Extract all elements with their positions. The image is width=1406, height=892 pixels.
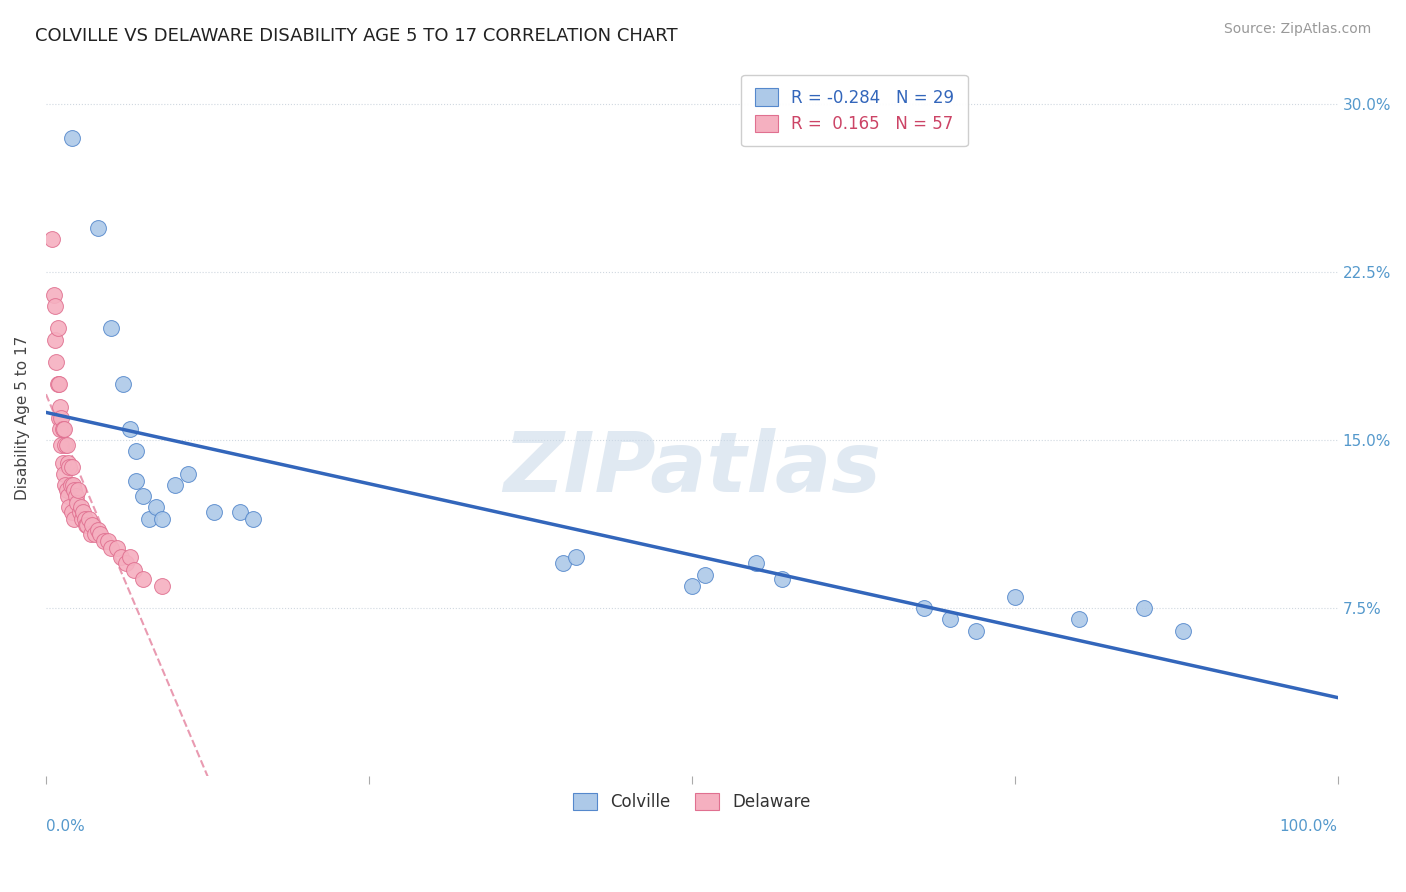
Point — [564, 549, 586, 564]
Point — [118, 549, 141, 564]
Point — [63, 483, 86, 497]
Point — [60, 131, 83, 145]
Point — [82, 518, 104, 533]
Point — [75, 518, 97, 533]
Point — [63, 511, 86, 525]
Text: COLVILLE VS DELAWARE DISABILITY AGE 5 TO 17 CORRELATION CHART: COLVILLE VS DELAWARE DISABILITY AGE 5 TO… — [35, 27, 678, 45]
Point — [100, 541, 122, 555]
Point — [70, 500, 93, 515]
Point — [1069, 612, 1091, 626]
Point — [551, 557, 574, 571]
Point — [228, 505, 250, 519]
Point — [125, 444, 148, 458]
Point — [122, 563, 145, 577]
Point — [42, 287, 65, 301]
Point — [115, 557, 138, 571]
Point — [1004, 590, 1026, 604]
Point — [177, 467, 200, 481]
Point — [138, 511, 160, 525]
Point — [912, 601, 935, 615]
Point — [53, 438, 76, 452]
Point — [202, 505, 225, 519]
Point — [125, 474, 148, 488]
Text: 0.0%: 0.0% — [46, 819, 84, 834]
Point — [44, 333, 66, 347]
Point — [52, 422, 75, 436]
Y-axis label: Disability Age 5 to 17: Disability Age 5 to 17 — [15, 335, 30, 500]
Point — [150, 511, 173, 525]
Point — [51, 410, 73, 425]
Point — [770, 572, 793, 586]
Point — [132, 489, 155, 503]
Point — [60, 505, 83, 519]
Point — [55, 483, 77, 497]
Point — [86, 220, 108, 235]
Point — [150, 579, 173, 593]
Point — [1171, 624, 1194, 638]
Point — [58, 460, 80, 475]
Point — [48, 410, 70, 425]
Point — [939, 612, 962, 626]
Point — [56, 456, 79, 470]
Point — [1133, 601, 1156, 615]
Point — [48, 377, 70, 392]
Text: ZIPatlas: ZIPatlas — [503, 427, 880, 508]
Point — [145, 500, 167, 515]
Point — [93, 534, 115, 549]
Point — [60, 460, 83, 475]
Point — [53, 467, 76, 481]
Point — [66, 496, 89, 510]
Point — [52, 456, 75, 470]
Point — [49, 422, 72, 436]
Point — [110, 549, 132, 564]
Point — [65, 489, 87, 503]
Point — [112, 377, 135, 392]
Point — [132, 572, 155, 586]
Point — [693, 567, 716, 582]
Point — [46, 321, 69, 335]
Point — [67, 483, 90, 497]
Point — [242, 511, 264, 525]
Point — [165, 478, 187, 492]
Point — [69, 505, 91, 519]
Point — [76, 518, 98, 533]
Point — [55, 438, 77, 452]
Point — [745, 557, 768, 571]
Point — [56, 489, 79, 503]
Point — [97, 534, 120, 549]
Point — [89, 527, 111, 541]
Point — [49, 400, 72, 414]
Point — [58, 500, 80, 515]
Point — [681, 579, 703, 593]
Point — [73, 511, 96, 525]
Point — [44, 299, 66, 313]
Point — [965, 624, 987, 638]
Point — [41, 232, 63, 246]
Text: Source: ZipAtlas.com: Source: ZipAtlas.com — [1223, 22, 1371, 37]
Point — [80, 527, 103, 541]
Point — [84, 527, 107, 541]
Point — [72, 505, 94, 519]
Point — [77, 511, 100, 525]
Point — [51, 438, 73, 452]
Point — [62, 478, 84, 492]
Point — [70, 511, 93, 525]
Point — [59, 478, 82, 492]
Point — [118, 422, 141, 436]
Point — [46, 377, 69, 392]
Point — [86, 523, 108, 537]
Legend: Colville, Delaware: Colville, Delaware — [567, 787, 817, 818]
Text: 100.0%: 100.0% — [1279, 819, 1337, 834]
Point — [105, 541, 128, 555]
Point — [45, 355, 67, 369]
Point — [53, 422, 76, 436]
Point — [53, 478, 76, 492]
Point — [100, 321, 122, 335]
